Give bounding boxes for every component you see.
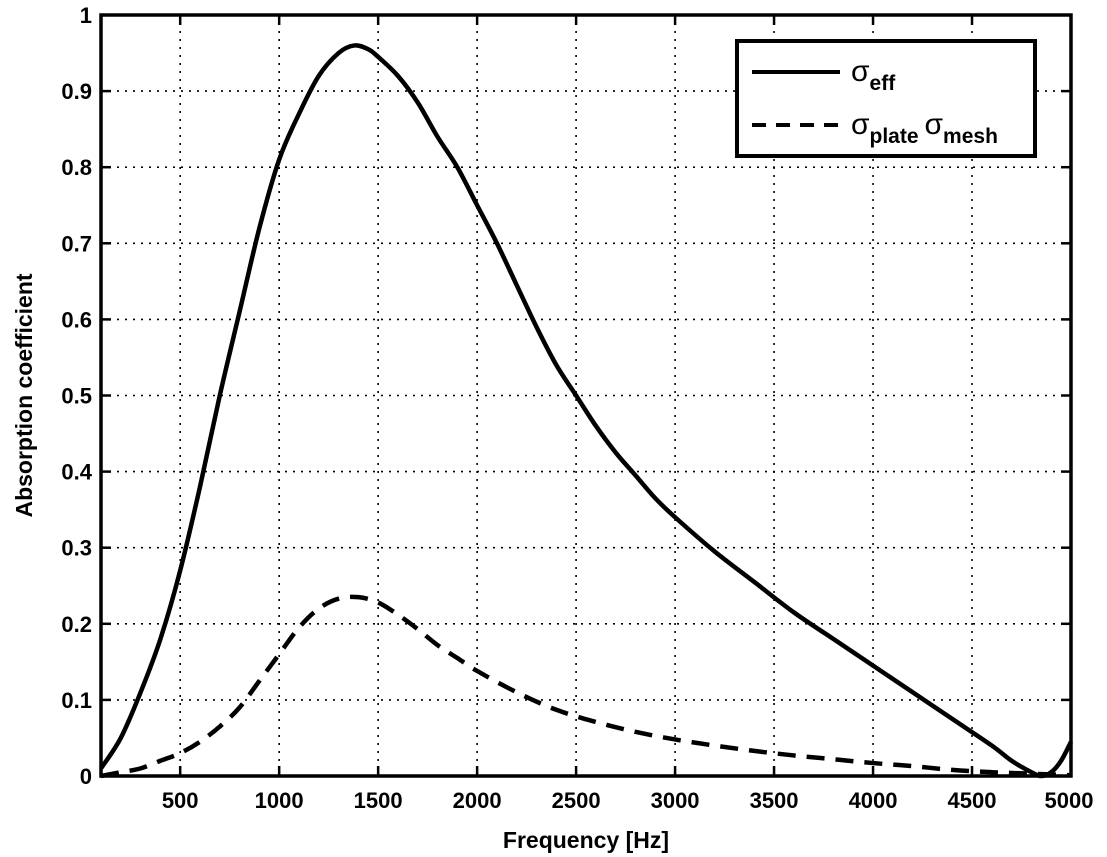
- tick-labels: 500 1000 1500 2000 2500 3000 3500 4000 4500 5000 0…: [61, 3, 1093, 813]
- y-tick-label: 0.5: [61, 384, 92, 409]
- x-tick-label: 1000: [255, 788, 304, 813]
- legend-subscript-eff: eff: [870, 72, 897, 95]
- x-tick-label: 3500: [750, 788, 799, 813]
- y-tick-label: 1: [80, 3, 92, 28]
- axis-ticks: [101, 13, 1073, 778]
- legend-symbol-sigma-plate: σ: [851, 108, 870, 141]
- x-tick-label: 5000: [1045, 788, 1094, 813]
- y-tick-label: 0.4: [61, 460, 92, 485]
- legend-label-eff: σeff: [851, 55, 896, 95]
- y-tick-label: 0.1: [61, 688, 92, 713]
- y-tick-label: 0.3: [61, 536, 92, 561]
- y-tick-label: 0.8: [61, 155, 92, 180]
- x-tick-label: 500: [162, 788, 199, 813]
- series-line-plate-mesh: [100, 594, 1072, 779]
- legend-subscript-plate: plate: [870, 125, 919, 148]
- x-tick-label: 4500: [948, 788, 997, 813]
- legend-label-plate-mesh: σplate σmesh: [851, 108, 998, 148]
- y-tick-label: 0.2: [61, 612, 92, 637]
- y-tick-label: 0.6: [61, 307, 92, 332]
- series-line-eff: [99, 43, 1074, 779]
- x-tick-label: 3000: [651, 788, 700, 813]
- x-tick-label: 1500: [354, 788, 403, 813]
- y-tick-label: 0: [80, 764, 92, 789]
- legend-symbol-sigma: σ: [851, 55, 870, 88]
- x-tick-label: 2500: [552, 788, 601, 813]
- x-tick-label: 4000: [849, 788, 898, 813]
- legend-subscript-mesh: mesh: [943, 125, 998, 148]
- data-lines: [99, 43, 1074, 779]
- legend-symbol-sigma-mesh: σ: [925, 108, 944, 141]
- legend-box: [735, 39, 1037, 158]
- y-tick-label: 0.7: [61, 231, 92, 256]
- legend: σeff σplate σmesh: [735, 39, 1037, 158]
- y-axis-label: Absorption coefficient: [11, 273, 37, 517]
- x-axis-label: Frequency [Hz]: [503, 827, 669, 853]
- y-tick-label: 0.9: [61, 79, 92, 104]
- x-tick-label: 2000: [453, 788, 502, 813]
